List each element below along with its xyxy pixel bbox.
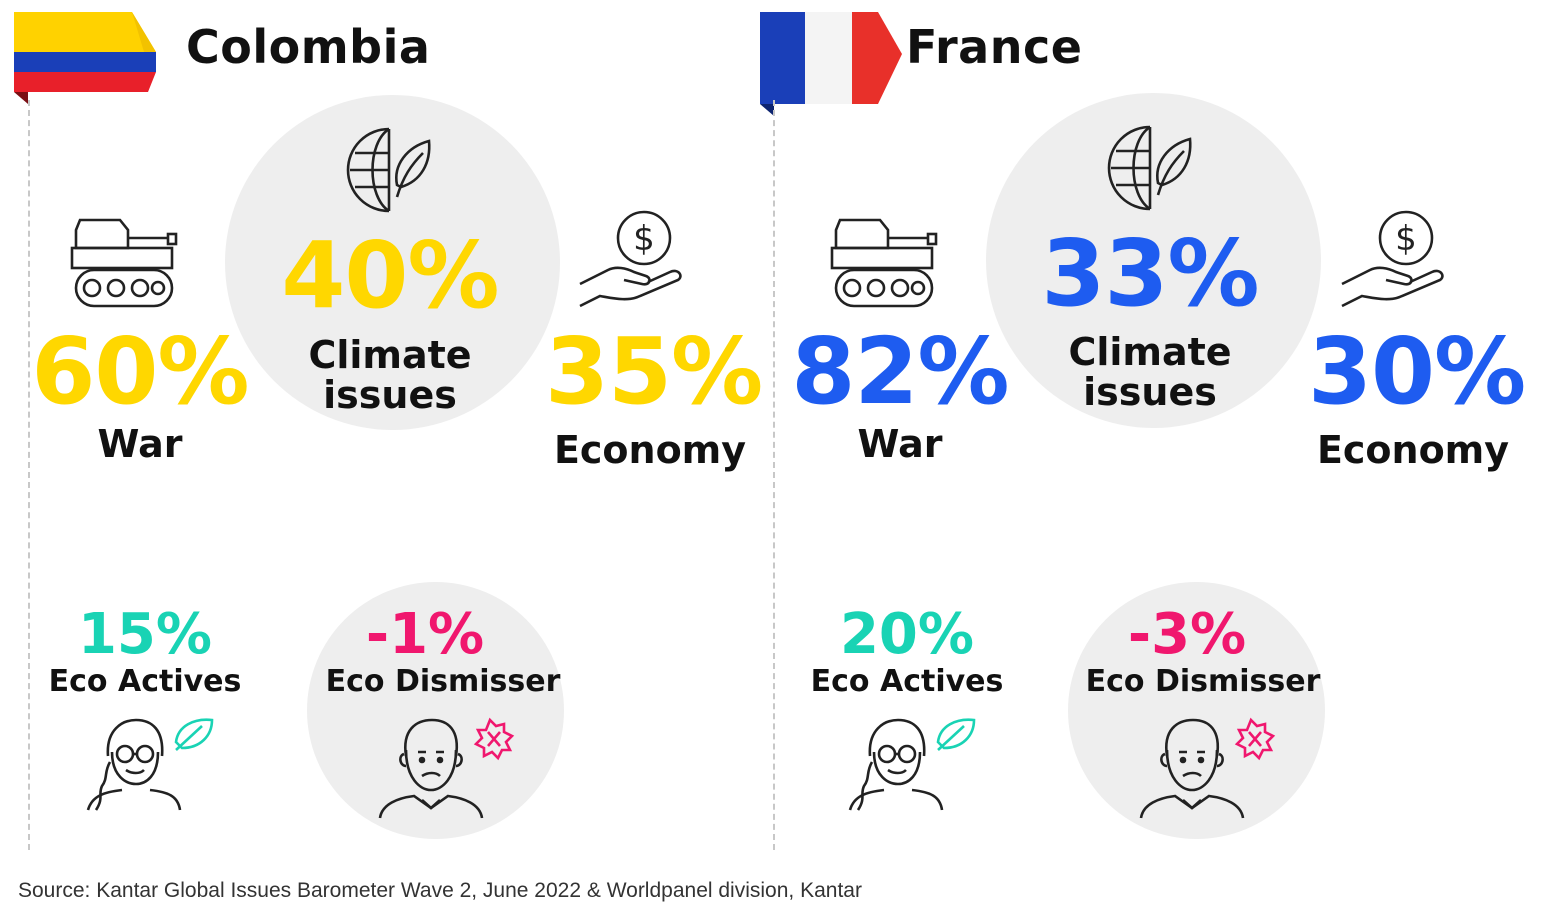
climate-label-line1: Climate: [308, 333, 472, 377]
colombia-panel: Colombia 40% Climate issues 60% War $: [0, 0, 770, 860]
country-title: Colombia: [186, 20, 431, 74]
france-panel: France 33% Climate issues 82% War $: [760, 0, 1545, 860]
war-label: War: [857, 422, 943, 466]
economy-value: 35%: [545, 318, 763, 425]
war-value: 60%: [31, 318, 249, 425]
woman-leaf-icon: [848, 718, 976, 811]
climate-circle: [986, 93, 1321, 428]
economy-label: Economy: [1316, 428, 1510, 472]
eco-dismisser-label: Eco Dismisser: [1085, 664, 1321, 699]
economy-value: 30%: [1308, 318, 1526, 425]
climate-circle: [225, 95, 560, 430]
hand-coin-icon: $: [579, 210, 682, 308]
tank-icon: [830, 218, 938, 308]
svg-text:$: $: [633, 219, 655, 259]
climate-value: 33%: [1041, 220, 1259, 327]
eco-dismisser-value: -3%: [1127, 602, 1247, 667]
man-cross-icon: [378, 717, 515, 819]
source-note: Source: Kantar Global Issues Barometer W…: [18, 879, 862, 902]
colombia-flag-icon: [14, 12, 156, 104]
eco-dismisser-label: Eco Dismisser: [325, 664, 561, 699]
eco-actives-label: Eco Actives: [48, 664, 242, 699]
eco-dismisser-value: -1%: [365, 602, 485, 667]
woman-leaf-icon: [86, 718, 214, 811]
france-flag-icon: [760, 12, 902, 116]
divider-line: [773, 100, 775, 850]
eco-actives-value: 15%: [77, 602, 213, 667]
svg-text:$: $: [1395, 219, 1417, 259]
eco-dismisser-circle: [1068, 582, 1325, 839]
tank-icon: [70, 218, 178, 308]
globe-leaf-icon: [1107, 125, 1192, 211]
eco-actives-value: 20%: [839, 602, 975, 667]
country-title: France: [906, 20, 1083, 74]
globe-leaf-icon: [346, 127, 431, 213]
divider-line: [28, 100, 30, 850]
war-value: 82%: [791, 318, 1009, 425]
war-label: War: [97, 422, 183, 466]
man-cross-icon: [1139, 717, 1276, 819]
eco-actives-label: Eco Actives: [810, 664, 1004, 699]
climate-value: 40%: [281, 222, 499, 329]
climate-label-line2: issues: [1083, 370, 1217, 414]
economy-label: Economy: [553, 428, 747, 472]
eco-dismisser-circle: [307, 582, 564, 839]
climate-label-line2: issues: [323, 373, 457, 417]
climate-label-line1: Climate: [1068, 330, 1232, 374]
hand-coin-icon: $: [1341, 210, 1444, 308]
